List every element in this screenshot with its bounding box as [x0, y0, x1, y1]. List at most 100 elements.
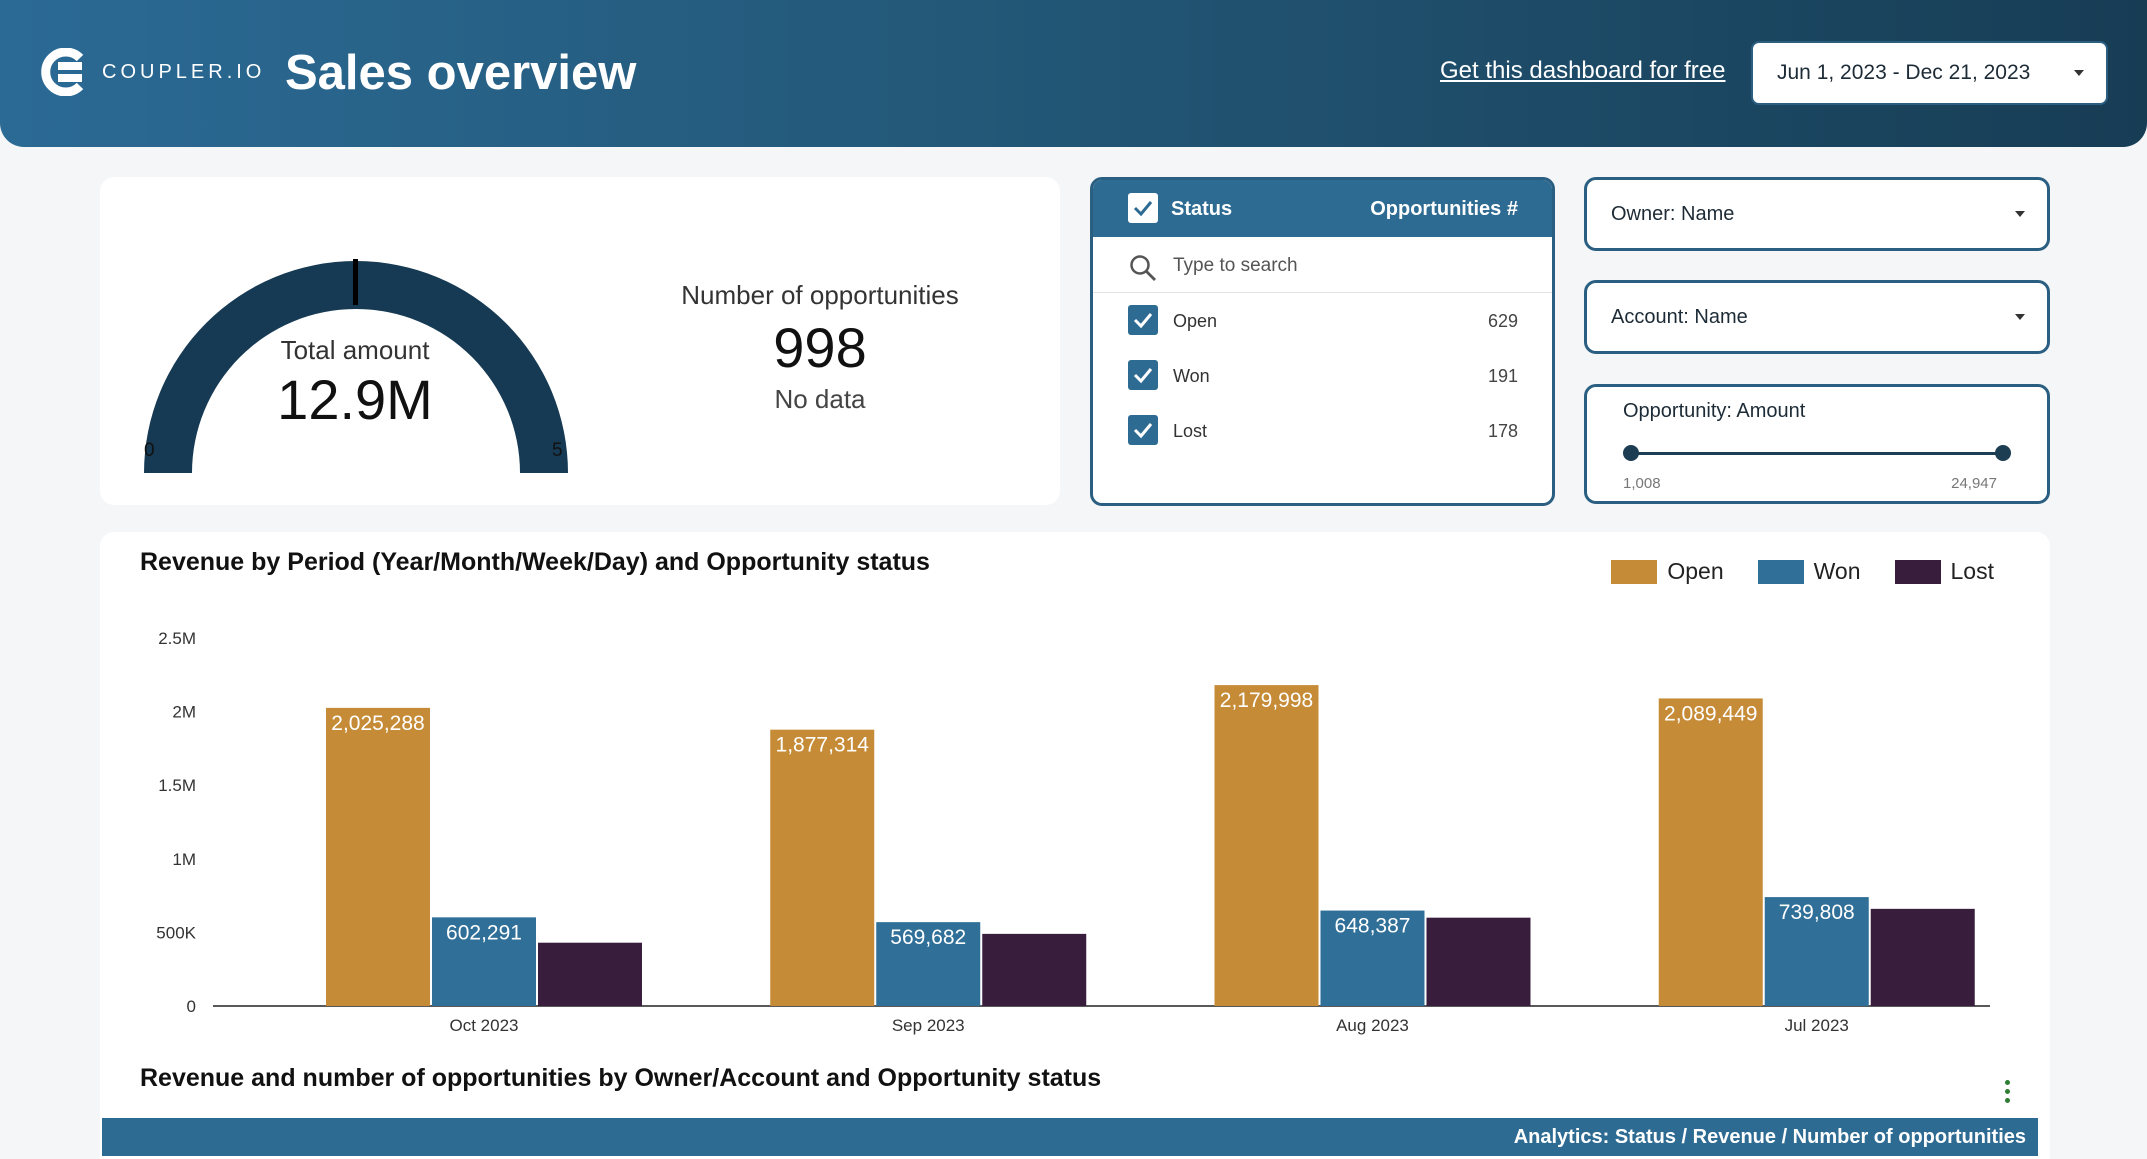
gauge-value: 12.9M [277, 368, 433, 431]
status-checkbox[interactable] [1128, 415, 1158, 445]
date-range-text: Jun 1, 2023 - Dec 21, 2023 [1777, 61, 2031, 84]
chart-legend: Open Won Lost [1611, 558, 1994, 585]
status-option-lost[interactable]: Lost 178 [1093, 403, 1552, 458]
bar-open [1214, 685, 1319, 1006]
amount-slider-min-handle[interactable] [1623, 445, 1639, 461]
status-option-open[interactable]: Open 629 [1093, 293, 1552, 348]
check-icon [1133, 368, 1153, 384]
owner-filter-label: Owner: Name [1611, 202, 1735, 225]
legend-label: Open [1667, 558, 1724, 584]
status-option-label: Lost [1173, 421, 1208, 441]
kpi-card: Total amount 12.9M 0 5 Number of opportu… [100, 177, 1060, 505]
bar-open [325, 707, 430, 1006]
bar-value-label: 739,808 [1779, 901, 1855, 924]
status-option-count: 178 [1487, 421, 1518, 441]
y-tick-label: 2M [172, 703, 196, 722]
bar-value-label: 2,179,998 [1220, 689, 1313, 712]
opportunities-value: 998 [773, 316, 867, 379]
revenue-bar-chart: 0 500K 1M 1.5M 2M 2.5M 2,025,288 602,291 Oct 202… [156, 629, 1990, 1035]
bar-lost [982, 933, 1087, 1006]
bar-lost [1426, 917, 1531, 1006]
x-tick-label: Sep 2023 [892, 1016, 965, 1035]
bar-won [431, 917, 536, 1006]
coupler-logo-icon [41, 48, 84, 96]
bar-won [1320, 910, 1425, 1006]
search-icon [1130, 255, 1156, 281]
status-option-count: 191 [1487, 366, 1518, 386]
y-tick-label: 2.5M [158, 629, 196, 648]
bar-value-label: 1,877,314 [776, 734, 870, 757]
analytics-table-header: Analytics: Status / Revenue / Number of … [102, 1118, 2038, 1156]
gauge-label: Total amount [280, 335, 430, 365]
check-icon [1133, 201, 1153, 217]
opportunities-comparison: No data [774, 384, 866, 414]
owner-filter-dropdown[interactable]: Owner: Name [1584, 177, 2050, 251]
bar-value-label: 2,025,288 [331, 712, 424, 735]
header-bar: COUPLER.IO Sales overview Get this dashb… [0, 0, 2147, 147]
chevron-down-icon [2015, 314, 2025, 320]
bar-value-label: 648,387 [1335, 915, 1411, 938]
table-title: Revenue and number of opportunities by O… [140, 1064, 1102, 1092]
bar-open [770, 729, 875, 1006]
x-tick-label: Jul 2023 [1785, 1016, 1849, 1035]
revenue-chart-card: Revenue by Period (Year/Month/Week/Day) … [100, 532, 2050, 1159]
status-filter-header: Status Opportunities # [1093, 180, 1552, 237]
y-tick-label: 1.5M [158, 776, 196, 795]
bar-open [1658, 698, 1763, 1006]
amount-slider-label: Opportunity: Amount [1623, 400, 1806, 422]
check-icon [1133, 313, 1153, 329]
status-filter: Status Opportunities # Type to search Op… [1090, 177, 1555, 506]
coupler-logo[interactable]: COUPLER.IO [40, 48, 265, 96]
table-header-label: Analytics: Status / Revenue / Number of … [1513, 1125, 2026, 1148]
check-icon [1133, 423, 1153, 439]
bar-won [876, 922, 981, 1006]
amount-range-filter: Opportunity: Amount 1,008 24,947 [1584, 384, 2050, 504]
gauge-min-label: 0 [144, 440, 155, 461]
status-header-label: Status [1171, 198, 1233, 220]
chevron-down-icon [2015, 211, 2025, 217]
bar-value-label: 569,682 [890, 926, 966, 949]
account-filter-dropdown[interactable]: Account: Name [1584, 280, 2050, 354]
bar-lost [1870, 908, 1975, 1006]
amount-max-value: 24,947 [1951, 475, 1997, 492]
y-tick-label: 0 [187, 997, 196, 1016]
opportunities-label: Number of opportunities [681, 280, 959, 310]
status-option-won[interactable]: Won 191 [1093, 348, 1552, 403]
x-tick-label: Aug 2023 [1336, 1016, 1409, 1035]
legend-item-lost[interactable]: Lost [1894, 558, 1994, 585]
status-option-count: 629 [1487, 311, 1518, 331]
status-option-label: Open [1173, 311, 1218, 331]
chevron-down-icon [2074, 70, 2084, 76]
bar-value-label: 602,291 [446, 921, 522, 944]
date-range-picker[interactable]: Jun 1, 2023 - Dec 21, 2023 [1751, 41, 2108, 105]
more-options-icon[interactable] [2002, 1080, 2012, 1103]
total-amount-gauge [144, 259, 568, 473]
amount-slider-track[interactable] [1631, 452, 2003, 455]
legend-item-won[interactable]: Won [1757, 558, 1861, 585]
gauge-max-label: 5 [552, 440, 563, 461]
chart-title: Revenue by Period (Year/Month/Week/Day) … [140, 548, 930, 576]
select-all-checkbox[interactable] [1128, 193, 1158, 223]
amount-min-value: 1,008 [1623, 475, 1661, 492]
get-dashboard-link[interactable]: Get this dashboard for free [1440, 57, 1726, 84]
legend-item-open[interactable]: Open [1611, 558, 1724, 585]
opportunities-scorecard: Number of opportunities 998 No data [660, 280, 980, 415]
y-tick-label: 500K [156, 923, 196, 942]
status-option-label: Won [1173, 366, 1210, 386]
status-checkbox[interactable] [1128, 305, 1158, 335]
legend-label: Won [1813, 558, 1861, 584]
status-search[interactable]: Type to search [1093, 237, 1552, 293]
y-tick-label: 1M [172, 850, 196, 869]
gauge-arc [144, 261, 568, 473]
bar-won [1764, 897, 1869, 1006]
legend-swatch-open [1611, 559, 1658, 584]
status-checkbox[interactable] [1128, 360, 1158, 390]
search-placeholder: Type to search [1173, 255, 1298, 276]
x-tick-label: Oct 2023 [449, 1016, 518, 1035]
gauge-target-marker [353, 259, 358, 305]
amount-slider-max-handle[interactable] [1995, 445, 2011, 461]
bar-value-label: 2,089,449 [1664, 702, 1757, 725]
legend-swatch-won [1757, 559, 1804, 584]
bar-lost [537, 942, 642, 1006]
account-filter-label: Account: Name [1611, 305, 1748, 328]
